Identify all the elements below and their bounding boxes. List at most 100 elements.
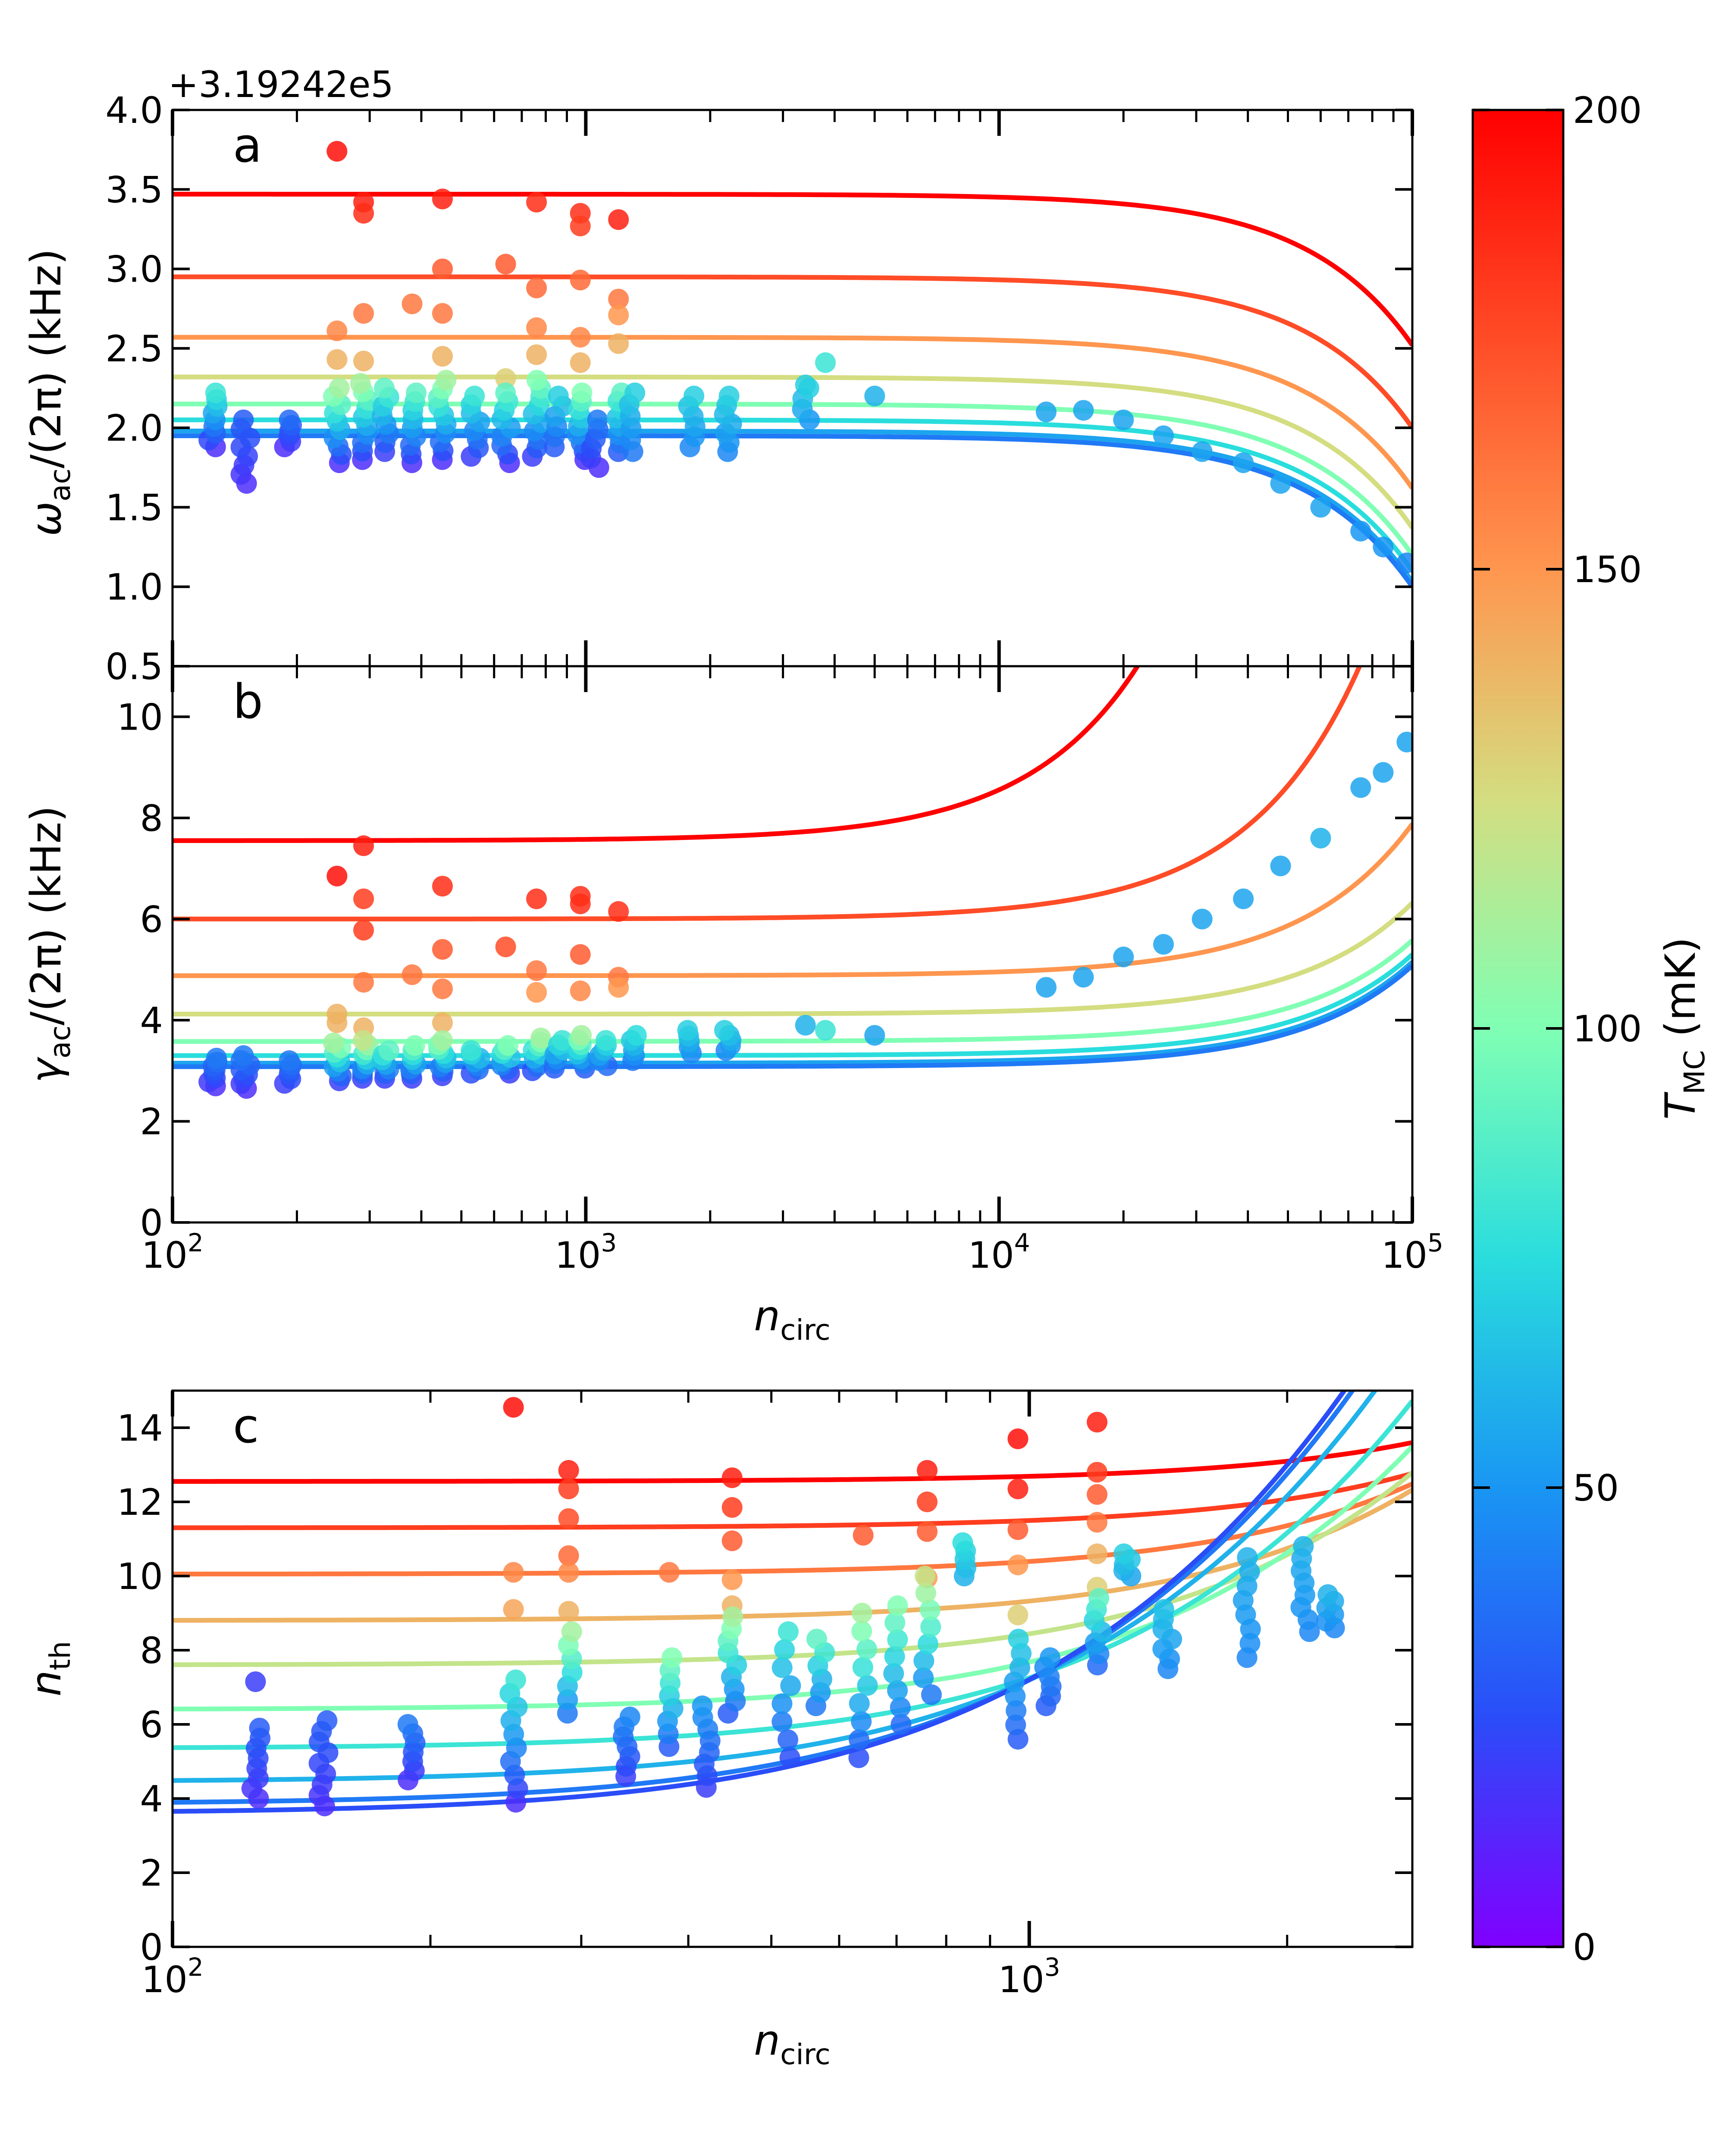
panel-b-cluster-2-point-5 bbox=[279, 1050, 300, 1071]
colorbar-tick-label-2: 100 bbox=[1573, 1008, 1642, 1050]
panel-c-cluster-3-point-9 bbox=[505, 1669, 526, 1690]
panel-b-xtick-label-base-1: 10 bbox=[555, 1234, 601, 1276]
panel-a-cluster-5-point-7 bbox=[374, 378, 395, 398]
panel-c-xtick-label-0: 102 bbox=[141, 1952, 204, 2001]
panel-c-point-5 bbox=[558, 1545, 579, 1566]
panel-c-cluster-10-point-5 bbox=[806, 1629, 827, 1650]
panel-c-cluster-18-point-4 bbox=[1113, 1543, 1134, 1564]
panel-c-point-22 bbox=[1007, 1478, 1029, 1499]
panel-a-cluster-6-point-8 bbox=[406, 382, 427, 404]
panel-c-cluster-15-point-7 bbox=[1008, 1629, 1029, 1650]
panel-c-ylabel-sub: th bbox=[44, 1641, 77, 1670]
panel-c-ytick-label-0: 0 bbox=[140, 1926, 163, 1968]
colorbar: 0 50 100 150 200 TMC (mK) bbox=[1471, 89, 1711, 1968]
panel-c-cluster-7-point-7 bbox=[692, 1695, 713, 1716]
panel-c-point-13 bbox=[721, 1530, 743, 1551]
panel-b-point-30 bbox=[1270, 856, 1291, 877]
panel-c-cluster-12-point-1 bbox=[890, 1697, 911, 1718]
panel-b-ytick-label-5: 10 bbox=[117, 696, 163, 738]
panel-a-ylabel-symbol: ω bbox=[22, 501, 70, 536]
panel-c-cluster-12-point-3 bbox=[883, 1663, 904, 1684]
panel-c-cluster-19-point-6 bbox=[1153, 1599, 1174, 1620]
panel-b-point-14 bbox=[526, 960, 547, 981]
panel-c-point-24 bbox=[1007, 1554, 1029, 1576]
panel-b-cluster-6-point-7 bbox=[404, 1035, 425, 1056]
panel-a-ytick-label-6: 3.5 bbox=[105, 169, 163, 211]
panel-b-fit-line-0 bbox=[172, 666, 1141, 843]
panel-c-point-19 bbox=[916, 1521, 938, 1542]
panel-a-point-34 bbox=[1192, 441, 1213, 462]
panel-a-point-16 bbox=[326, 320, 348, 342]
panel-b-point-9 bbox=[570, 893, 591, 915]
panel-a-point-13 bbox=[401, 293, 423, 314]
panel-b-point-13 bbox=[432, 978, 453, 1000]
panel-a-point-8 bbox=[495, 254, 516, 275]
panel-a-point-0 bbox=[326, 141, 348, 162]
panel-a-point-26 bbox=[495, 368, 516, 389]
panel-c-xlabel-symbol: n bbox=[754, 2016, 780, 2065]
panel-c-point-7 bbox=[503, 1562, 524, 1583]
colorbar-tick-label-1: 50 bbox=[1573, 1467, 1619, 1509]
panel-c-xtick-label-base-1: 10 bbox=[998, 1959, 1044, 2001]
panel-b-cluster-14-point-5 bbox=[626, 1025, 647, 1046]
panel-c-cluster-9-point-2 bbox=[772, 1711, 793, 1732]
colorbar-ticks: 0 50 100 150 200 bbox=[1473, 89, 1642, 1968]
panel-c-point-3 bbox=[558, 1478, 579, 1499]
panel-b-cluster-12-point-7 bbox=[571, 1025, 592, 1046]
panel-c-cluster-13-point-5 bbox=[919, 1599, 941, 1620]
panel-a-cluster-3-point-9 bbox=[329, 378, 350, 398]
panel-b-fit-line-3 bbox=[172, 901, 1412, 1017]
panel-c-ytick-label-3: 6 bbox=[140, 1704, 163, 1746]
panel-a-cluster-0-point-8 bbox=[205, 382, 226, 404]
panel-a-point-17 bbox=[526, 317, 547, 338]
panel-c-cluster-13-point-7 bbox=[915, 1566, 935, 1586]
panel-b-point-25 bbox=[1073, 967, 1094, 988]
panel-b-ytick-label-0: 0 bbox=[140, 1202, 163, 1244]
panel-b-ytick-label-1: 2 bbox=[140, 1100, 163, 1143]
panel-c-fit-line-0 bbox=[172, 1440, 1412, 1484]
panel-c-point-29 bbox=[1087, 1512, 1107, 1533]
panel-a-cluster-12-point-8 bbox=[571, 382, 593, 404]
panel-c-cluster-14-point-4 bbox=[952, 1532, 973, 1553]
panel-a-ylabel-sub: ac bbox=[44, 468, 77, 501]
panel-b-fit-line-1 bbox=[172, 666, 1362, 921]
panel-b-xtick-label-base-2: 10 bbox=[968, 1234, 1014, 1276]
panel-c-cluster-8-point-8 bbox=[722, 1606, 743, 1627]
panel-a-label: a bbox=[233, 118, 262, 173]
panel-b-point-36 bbox=[815, 1020, 836, 1041]
panel-b-fit-line-2 bbox=[172, 822, 1412, 978]
panel-a-ytick-label-1: 1.0 bbox=[105, 566, 163, 608]
panel-b-point-16 bbox=[570, 980, 591, 1001]
panel-c-cluster-11-point-7 bbox=[851, 1620, 872, 1642]
panel-a-point-36 bbox=[1270, 473, 1291, 494]
panel-c-point-0 bbox=[245, 1671, 266, 1692]
panel-c-point-23 bbox=[1007, 1519, 1029, 1540]
panel-a-fit-line-0 bbox=[172, 191, 1412, 347]
panel-a-point-37 bbox=[1310, 497, 1331, 518]
panel-c-point-12 bbox=[721, 1497, 743, 1518]
panel-a-point-2 bbox=[353, 203, 374, 224]
panel-c-point-28 bbox=[1087, 1484, 1107, 1505]
panel-b-ytick-label-3: 6 bbox=[140, 898, 163, 940]
panel-c-cluster-22-point-5 bbox=[1317, 1584, 1339, 1605]
panel-a-ylabel: ωac/(2π) (kHz) bbox=[22, 249, 77, 536]
panel-a-point-15 bbox=[432, 303, 453, 324]
panel-b-xtick-label-0: 102 bbox=[141, 1228, 204, 1276]
panel-a-point-4 bbox=[526, 191, 547, 213]
panel-c-cluster-12-point-4 bbox=[884, 1646, 905, 1667]
panel-a-point-6 bbox=[570, 216, 591, 237]
panel-b-point-28 bbox=[1192, 909, 1213, 930]
panel-b-xlabel: ncirc bbox=[754, 1292, 830, 1347]
panel-a-cluster-18-point-3 bbox=[798, 378, 819, 398]
panel-b-ylabel-symbol: γ bbox=[22, 1057, 70, 1083]
panel-a-point-12 bbox=[608, 288, 629, 310]
panel-c-cluster-21-point-7 bbox=[1293, 1536, 1314, 1557]
panel-c-cluster-9-point-7 bbox=[778, 1621, 799, 1642]
panel-a-cluster-17-point-6 bbox=[718, 385, 740, 407]
panel-c-point-2 bbox=[558, 1460, 579, 1481]
panel-b-point-33 bbox=[1373, 762, 1394, 783]
panel-c-frame bbox=[171, 1389, 1414, 1948]
panel-b-point-15 bbox=[570, 944, 591, 965]
panel-b-xtick-label-exp-0: 2 bbox=[188, 1228, 204, 1257]
panel-c-cluster-13-point-2 bbox=[913, 1650, 935, 1671]
